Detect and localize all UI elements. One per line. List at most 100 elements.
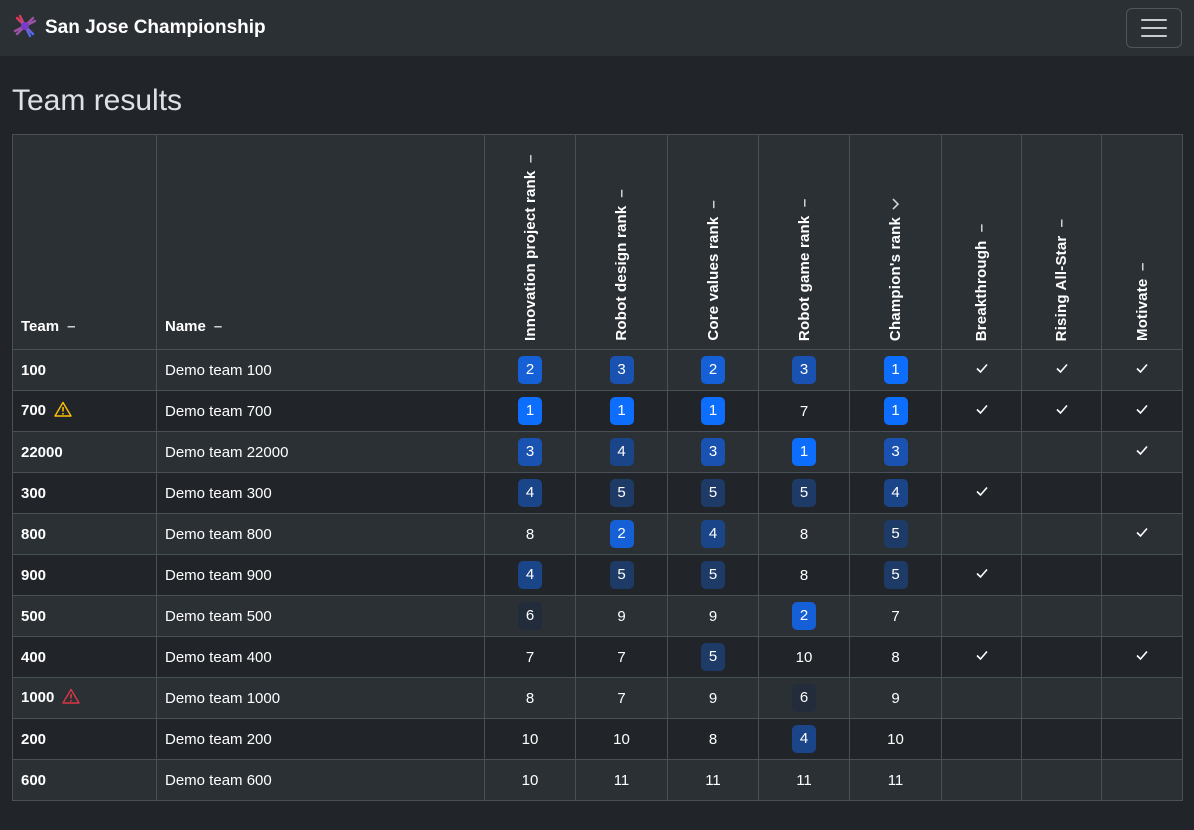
rank-badge: 3: [792, 356, 816, 384]
team-number-cell: 22000: [12, 431, 157, 473]
innovation-rank-cell: 6: [484, 595, 576, 637]
table-row: 500 Demo team 500 6 9 9 2 7: [12, 595, 1183, 637]
column-header-core[interactable]: Core values rank –: [667, 134, 759, 350]
column-header-team[interactable]: Team –: [12, 134, 157, 350]
sort-unsorted-indicator[interactable]: –: [704, 200, 722, 209]
warning-triangle-icon[interactable]: [62, 688, 81, 708]
game-rank-cell: 6: [758, 677, 850, 719]
team-number-cell: 900: [12, 554, 157, 596]
team-name-cell: Demo team 300: [156, 472, 485, 514]
motivate-award-cell: [1101, 472, 1183, 514]
design-rank-cell: 3: [575, 349, 668, 391]
table-row: 400 Demo team 400 7 7 5 10 8: [12, 636, 1183, 678]
breakthrough-award-cell: [941, 677, 1022, 719]
column-label-design: Robot design rank: [613, 205, 630, 341]
champion-rank-cell: 7: [849, 595, 942, 637]
column-label-game: Robot game rank: [795, 215, 813, 341]
sort-unsorted-indicator[interactable]: –: [795, 198, 813, 208]
checkmark-icon: [1135, 403, 1149, 420]
game-rank-cell: 7: [758, 390, 850, 432]
motivate-award-cell: [1101, 554, 1183, 596]
design-rank-cell: 11: [575, 759, 668, 801]
rank-badge: 2: [609, 520, 634, 548]
rank-badge: 3: [518, 438, 542, 466]
team-number: 400: [21, 648, 47, 666]
design-rank-cell: 4: [575, 431, 668, 473]
innovation-rank-cell: 10: [484, 718, 576, 760]
sort-unsorted-indicator[interactable]: –: [973, 223, 990, 233]
column-label-rising: Rising All-Star: [1053, 235, 1070, 341]
rising-award-cell: [1021, 677, 1102, 719]
team-name-cell: Demo team 100: [156, 349, 485, 391]
column-header-name[interactable]: Name –: [156, 134, 485, 350]
chevron-up-icon[interactable]: [887, 198, 904, 210]
rank-badge: 5: [792, 479, 816, 507]
warning-triangle-icon[interactable]: [54, 401, 72, 421]
sort-unsorted-indicator[interactable]: –: [1053, 218, 1070, 228]
column-header-game[interactable]: Robot game rank –: [758, 134, 850, 350]
core-rank-cell: 5: [667, 472, 759, 514]
design-rank-cell: 5: [575, 554, 668, 596]
innovation-rank-cell: 10: [484, 759, 576, 801]
rank-badge: 5: [609, 479, 634, 507]
column-header-rising[interactable]: Rising All-Star –: [1021, 134, 1102, 350]
rank-badge: 1: [701, 397, 725, 425]
rank-badge: 3: [609, 356, 634, 384]
breakthrough-award-cell: [941, 636, 1022, 678]
hamburger-menu-icon: [1141, 19, 1167, 21]
innovation-rank-cell: 4: [484, 554, 576, 596]
team-number: 22000: [21, 443, 63, 461]
sort-unsorted-indicator[interactable]: –: [67, 318, 76, 335]
rank-badge: 6: [792, 684, 816, 712]
design-rank-cell: 1: [575, 390, 668, 432]
rank-badge: 4: [609, 438, 634, 466]
innovation-rank-cell: 7: [484, 636, 576, 678]
column-label-name: Name: [165, 318, 206, 335]
motivate-award-cell: [1101, 595, 1183, 637]
column-header-motivate[interactable]: Motivate –: [1101, 134, 1183, 350]
column-label-innovation: Innovation project rank: [521, 170, 539, 341]
rank-badge: 4: [792, 725, 816, 753]
team-number-cell: 100: [12, 349, 157, 391]
table-row: 600 Demo team 600 10 11 11 11 11: [12, 759, 1183, 801]
rank-badge: 5: [883, 520, 908, 548]
column-header-innovation[interactable]: Innovation project rank –: [484, 134, 576, 350]
column-header-champion[interactable]: Champion's rank: [849, 134, 942, 350]
rank-value: 10: [521, 771, 539, 789]
sort-unsorted-indicator[interactable]: –: [613, 189, 630, 198]
game-rank-cell: 10: [758, 636, 850, 678]
design-rank-cell: 7: [575, 677, 668, 719]
team-number: 100: [21, 361, 47, 379]
rank-value: 8: [891, 648, 900, 666]
rising-award-cell: [1021, 759, 1102, 801]
game-rank-cell: 1: [758, 431, 850, 473]
rank-value: 8: [799, 525, 809, 543]
column-header-design[interactable]: Robot design rank –: [575, 134, 668, 350]
sort-unsorted-indicator[interactable]: –: [213, 318, 223, 335]
rank-badge: 3: [883, 438, 908, 466]
rank-badge: 5: [701, 561, 725, 589]
team-name-cell: Demo team 22000: [156, 431, 485, 473]
rank-value: 7: [891, 607, 900, 625]
rank-badge: 5: [701, 479, 725, 507]
checkmark-icon: [1135, 362, 1149, 379]
table-row: 200 Demo team 200 10 10 8 4 10: [12, 718, 1183, 760]
rank-value: 7: [617, 648, 626, 666]
champion-rank-cell: 8: [849, 636, 942, 678]
table-row: 800 Demo team 800 8 2 4 8 5: [12, 513, 1183, 555]
game-rank-cell: 2: [758, 595, 850, 637]
sort-unsorted-indicator[interactable]: –: [521, 153, 539, 163]
team-number: 1000: [21, 689, 55, 706]
design-rank-cell: 10: [575, 718, 668, 760]
rank-badge: 5: [883, 561, 908, 589]
table-row: 22000 Demo team 22000 3 4 3 1 3: [12, 431, 1183, 473]
champion-rank-cell: 10: [849, 718, 942, 760]
column-label-team: Team: [21, 318, 60, 335]
column-header-breakthrough[interactable]: Breakthrough –: [941, 134, 1022, 350]
champion-rank-cell: 5: [849, 513, 942, 555]
brand[interactable]: San Jose Championship: [12, 13, 266, 43]
team-number-cell: 800: [12, 513, 157, 555]
sort-unsorted-indicator[interactable]: –: [1133, 262, 1151, 271]
checkmark-icon: [1055, 362, 1069, 379]
hamburger-menu-button[interactable]: [1126, 8, 1182, 48]
